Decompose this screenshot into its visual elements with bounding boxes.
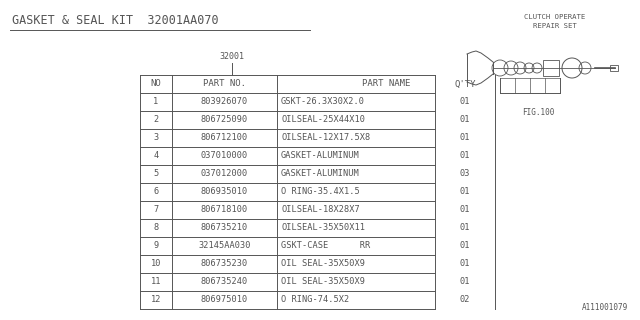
Text: 806975010: 806975010	[201, 295, 248, 305]
Text: 037010000: 037010000	[201, 151, 248, 161]
Text: 12: 12	[151, 295, 161, 305]
Text: 02: 02	[460, 295, 470, 305]
Text: 10: 10	[151, 260, 161, 268]
Text: OIL SEAL-35X50X9: OIL SEAL-35X50X9	[281, 260, 365, 268]
Text: OILSEAL-12X17.5X8: OILSEAL-12X17.5X8	[281, 133, 371, 142]
Text: 9: 9	[154, 242, 159, 251]
Text: O RING-35.4X1.5: O RING-35.4X1.5	[281, 188, 360, 196]
Text: GSKT-26.3X30X2.0: GSKT-26.3X30X2.0	[281, 98, 365, 107]
Text: GASKET-ALUMINUM: GASKET-ALUMINUM	[281, 151, 360, 161]
Text: PART NO.: PART NO.	[203, 79, 246, 89]
Text: 4: 4	[154, 151, 159, 161]
Text: 037012000: 037012000	[201, 170, 248, 179]
Text: 806935010: 806935010	[201, 188, 248, 196]
Text: PART NAME: PART NAME	[362, 79, 410, 89]
Text: 01: 01	[460, 98, 470, 107]
Text: 803926070: 803926070	[201, 98, 248, 107]
Text: 1: 1	[154, 98, 159, 107]
Text: 03: 03	[460, 170, 470, 179]
Bar	[610, 65, 618, 71]
Text: 806735240: 806735240	[201, 277, 248, 286]
Text: GASKET & SEAL KIT  32001AA070: GASKET & SEAL KIT 32001AA070	[12, 14, 219, 27]
Text: 5: 5	[154, 170, 159, 179]
Text: OIL SEAL-35X50X9: OIL SEAL-35X50X9	[281, 277, 365, 286]
Text: 806712100: 806712100	[201, 133, 248, 142]
Text: 6: 6	[154, 188, 159, 196]
Text: FIG.100: FIG.100	[522, 108, 554, 117]
Text: 01: 01	[460, 151, 470, 161]
Text: 806735230: 806735230	[201, 260, 248, 268]
Text: 01: 01	[460, 205, 470, 214]
Text: A111001079: A111001079	[582, 303, 628, 312]
Text: 806735210: 806735210	[201, 223, 248, 233]
Text: 32145AA030: 32145AA030	[198, 242, 251, 251]
Text: OILSEAL-35X50X11: OILSEAL-35X50X11	[281, 223, 365, 233]
Text: OILSEAL-25X44X10: OILSEAL-25X44X10	[281, 116, 365, 124]
Text: 01: 01	[460, 116, 470, 124]
Text: CLUTCH OPERATE: CLUTCH OPERATE	[524, 14, 586, 20]
Text: 01: 01	[460, 223, 470, 233]
Text: 806725090: 806725090	[201, 116, 248, 124]
Bar	[543, 60, 559, 76]
Text: 01: 01	[460, 242, 470, 251]
Text: 01: 01	[460, 277, 470, 286]
Text: 01: 01	[460, 260, 470, 268]
Text: REPAIR SET: REPAIR SET	[533, 23, 577, 29]
Text: 7: 7	[154, 205, 159, 214]
Text: 806718100: 806718100	[201, 205, 248, 214]
Text: 32001: 32001	[220, 52, 244, 61]
Text: O RING-74.5X2: O RING-74.5X2	[281, 295, 349, 305]
Text: 01: 01	[460, 133, 470, 142]
Text: NO: NO	[150, 79, 161, 89]
Text: 8: 8	[154, 223, 159, 233]
Text: 3: 3	[154, 133, 159, 142]
Text: 2: 2	[154, 116, 159, 124]
Text: 11: 11	[151, 277, 161, 286]
Text: GASKET-ALUMINUM: GASKET-ALUMINUM	[281, 170, 360, 179]
Text: OILSEAL-18X28X7: OILSEAL-18X28X7	[281, 205, 360, 214]
Text: GSKT-CASE      RR: GSKT-CASE RR	[281, 242, 371, 251]
Text: 01: 01	[460, 188, 470, 196]
Text: Q'TY: Q'TY	[454, 79, 476, 89]
